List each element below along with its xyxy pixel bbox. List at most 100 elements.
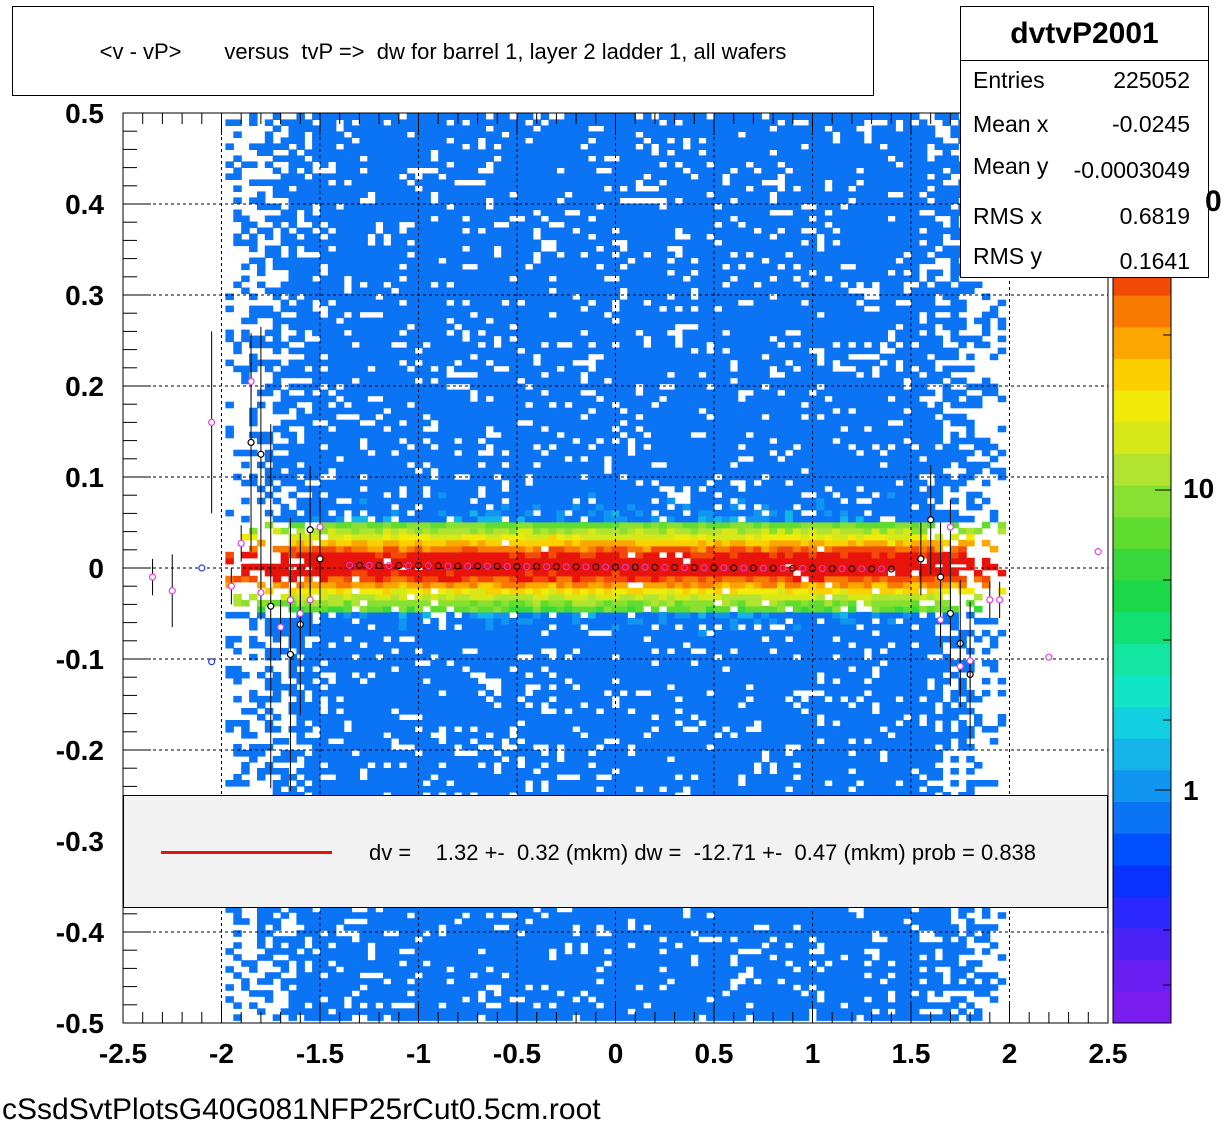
heat-cell bbox=[422, 401, 431, 409]
heat-cell bbox=[383, 485, 392, 493]
heat-cell bbox=[335, 491, 345, 499]
heat-cell bbox=[517, 197, 526, 204]
heat-cell bbox=[233, 918, 242, 925]
heat-cell bbox=[288, 623, 297, 631]
heat-cell bbox=[461, 714, 471, 721]
heat-cell bbox=[312, 311, 321, 319]
heat-cell bbox=[390, 714, 400, 721]
heat-cell bbox=[320, 275, 329, 283]
heat-cell bbox=[524, 455, 534, 463]
heat-cell bbox=[524, 131, 534, 138]
heat-cell bbox=[320, 641, 329, 649]
heat-cell bbox=[383, 347, 392, 355]
heat-cell bbox=[335, 305, 345, 313]
heat-cell bbox=[454, 720, 463, 727]
heat-cell bbox=[477, 924, 487, 931]
heat-cell bbox=[375, 251, 384, 259]
heat-cell bbox=[493, 233, 502, 241]
heat-cell bbox=[438, 954, 447, 961]
heat-cell bbox=[296, 984, 305, 991]
heat-cell bbox=[509, 119, 518, 126]
heat-cell bbox=[375, 299, 384, 307]
heat-cell bbox=[375, 677, 384, 685]
heat-cell bbox=[501, 996, 510, 1003]
heat-cell bbox=[367, 702, 376, 709]
heat-cell bbox=[351, 197, 360, 204]
heat-cell bbox=[327, 263, 337, 271]
heat-cell bbox=[375, 527, 384, 535]
heat-cell bbox=[398, 233, 408, 241]
heat-cell bbox=[351, 257, 360, 265]
heat-cell bbox=[367, 491, 376, 499]
heat-cell bbox=[454, 347, 463, 355]
heat-cell bbox=[414, 191, 424, 198]
heat-cell bbox=[414, 443, 424, 451]
heat-cell bbox=[454, 335, 463, 343]
heat-cell bbox=[454, 269, 463, 277]
heat-cell bbox=[532, 245, 542, 253]
heat-cell bbox=[422, 257, 431, 265]
heat-cell bbox=[327, 906, 337, 913]
heat-cell bbox=[524, 509, 534, 517]
heat-cell bbox=[233, 119, 242, 126]
heat-cell bbox=[446, 774, 455, 781]
heat-cell bbox=[422, 557, 431, 565]
heat-cell bbox=[524, 371, 534, 379]
heat-cell bbox=[501, 551, 510, 559]
heat-cell bbox=[438, 996, 447, 1003]
heat-cell bbox=[233, 1002, 242, 1009]
heat-cell bbox=[501, 437, 510, 445]
heat-cell bbox=[312, 257, 321, 265]
heat-cell bbox=[430, 401, 439, 409]
heat-cell bbox=[359, 269, 368, 277]
heat-cell bbox=[517, 683, 526, 691]
heat-cell bbox=[398, 647, 408, 655]
heat-cell bbox=[296, 996, 305, 1003]
heat-cell bbox=[327, 629, 337, 637]
heat-cell bbox=[375, 203, 384, 211]
heat-cell bbox=[509, 557, 518, 565]
heat-cell bbox=[414, 665, 424, 673]
heat-cell bbox=[454, 401, 463, 409]
heat-cell bbox=[383, 461, 392, 469]
heat-cell bbox=[383, 689, 392, 697]
heat-cell bbox=[509, 677, 518, 685]
heat-cell bbox=[524, 149, 534, 156]
heat-cell bbox=[249, 305, 258, 313]
heat-cell bbox=[524, 726, 534, 733]
heat-cell bbox=[249, 623, 258, 631]
heat-cell bbox=[343, 425, 353, 433]
heat-cell bbox=[469, 239, 479, 247]
heat-cell bbox=[461, 948, 471, 955]
heat-cell bbox=[509, 539, 518, 547]
heat-cell bbox=[446, 551, 455, 559]
heat-cell bbox=[532, 930, 542, 937]
heat-cell bbox=[367, 413, 376, 421]
heat-cell bbox=[383, 215, 392, 223]
heat-cell bbox=[469, 714, 479, 721]
heat-cell bbox=[446, 930, 455, 937]
heat-cell bbox=[406, 611, 416, 619]
heat-cell bbox=[320, 179, 329, 186]
heat-cell bbox=[343, 347, 353, 355]
heat-cell bbox=[556, 449, 565, 457]
heat-cell bbox=[430, 119, 439, 126]
heat-cell bbox=[383, 389, 392, 397]
heat-cell bbox=[383, 599, 392, 607]
heat-cell bbox=[517, 521, 526, 529]
heat-cell bbox=[493, 263, 502, 271]
heat-cell bbox=[548, 227, 557, 235]
heat-cell bbox=[367, 347, 376, 355]
heat-cell bbox=[454, 569, 463, 577]
heat-cell bbox=[454, 485, 463, 493]
heat-cell bbox=[296, 191, 305, 198]
heat-cell bbox=[367, 629, 376, 637]
heat-cell bbox=[438, 605, 447, 613]
heat-cell bbox=[383, 365, 392, 373]
heat-cell bbox=[438, 714, 447, 721]
heat-cell bbox=[438, 275, 447, 283]
heat-cell bbox=[335, 215, 345, 223]
heat-cell bbox=[383, 659, 392, 667]
heat-cell bbox=[548, 407, 557, 415]
heat-cell bbox=[469, 449, 479, 457]
